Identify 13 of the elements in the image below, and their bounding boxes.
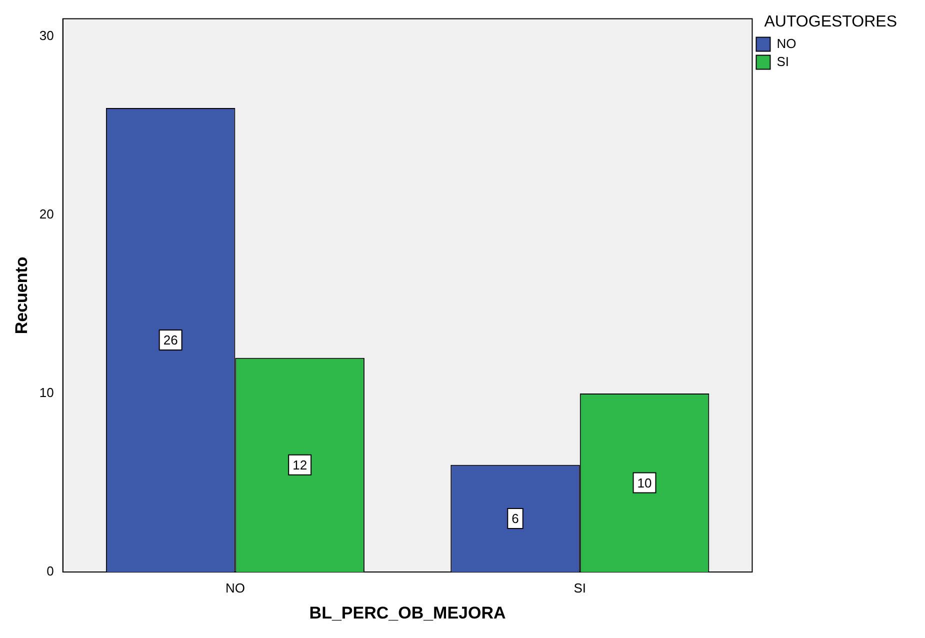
data-label: 6 [512, 511, 519, 526]
data-label: 26 [163, 332, 178, 348]
y-tick-label: 0 [46, 564, 54, 579]
y-axis-title: Recuento [12, 256, 31, 334]
data-label: 12 [292, 458, 308, 473]
y-tick-label: 20 [39, 206, 54, 222]
legend-title: AUTOGESTORES [764, 13, 898, 30]
y-tick-label: 10 [39, 385, 54, 400]
data-label: 10 [637, 475, 652, 490]
legend-label: NO [776, 36, 796, 51]
legend-label: SI [776, 54, 790, 69]
y-tick-label: 30 [39, 28, 54, 44]
x-axis-title: BL_PERC_OB_MEJORA [309, 603, 506, 622]
